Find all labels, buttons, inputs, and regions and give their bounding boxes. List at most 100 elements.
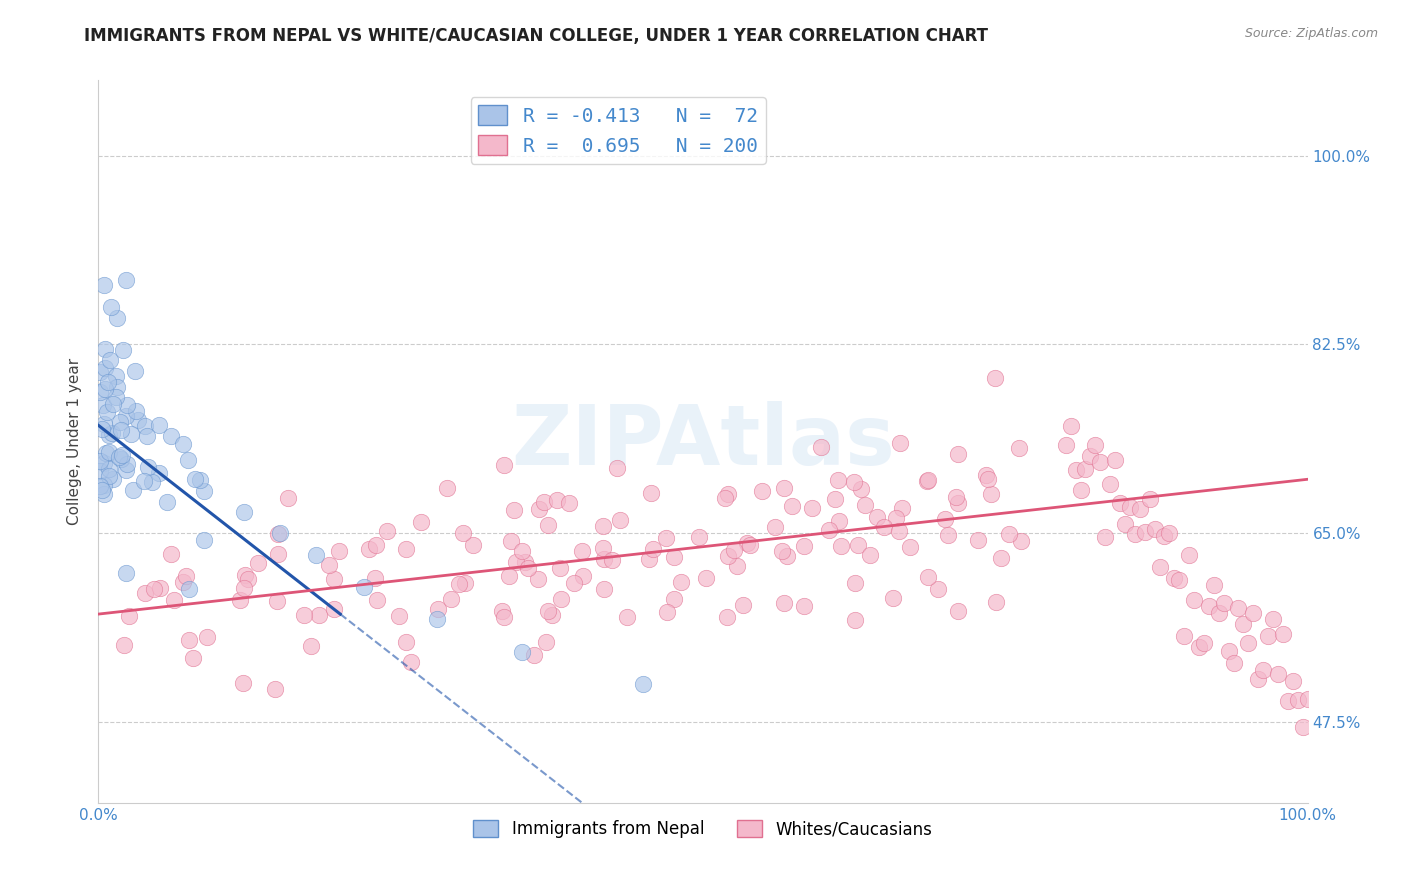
Point xyxy=(592,519,614,533)
Point xyxy=(366,538,388,552)
Point xyxy=(499,534,522,549)
Point xyxy=(174,569,197,583)
Point xyxy=(1139,492,1161,507)
Point xyxy=(505,555,527,569)
Point xyxy=(537,518,560,533)
Point xyxy=(1054,438,1077,452)
Point xyxy=(572,568,595,582)
Point xyxy=(990,550,1012,565)
Point xyxy=(772,596,794,610)
Point xyxy=(135,429,157,443)
Point xyxy=(246,556,269,570)
Point xyxy=(1114,517,1136,532)
Point xyxy=(527,501,550,516)
Point xyxy=(97,376,120,390)
Point xyxy=(97,462,120,476)
Point xyxy=(229,592,252,607)
Point xyxy=(515,555,537,569)
Point xyxy=(1104,453,1126,467)
Point xyxy=(503,503,526,517)
Point xyxy=(853,499,876,513)
Text: Source: ZipAtlas.com: Source: ZipAtlas.com xyxy=(1244,27,1378,40)
Point xyxy=(1198,599,1220,614)
Point xyxy=(534,635,557,649)
Point xyxy=(716,610,738,624)
Point xyxy=(426,612,449,626)
Point xyxy=(101,472,124,486)
Point xyxy=(793,539,815,553)
Point xyxy=(98,445,121,459)
Point xyxy=(179,582,201,596)
Point xyxy=(984,594,1007,608)
Text: ZIPAtlas: ZIPAtlas xyxy=(510,401,896,482)
Point xyxy=(980,487,1002,501)
Point xyxy=(267,547,290,561)
Point xyxy=(110,423,132,437)
Point xyxy=(308,608,330,623)
Point xyxy=(1291,720,1313,734)
Point xyxy=(197,630,219,644)
Point xyxy=(1159,525,1181,540)
Point xyxy=(120,427,142,442)
Point xyxy=(498,569,520,583)
Point xyxy=(830,539,852,553)
Point xyxy=(1080,450,1102,464)
Point xyxy=(917,473,939,487)
Point xyxy=(1008,442,1031,456)
Point xyxy=(89,454,111,468)
Point xyxy=(454,575,477,590)
Point xyxy=(662,549,685,564)
Point xyxy=(657,605,679,619)
Point xyxy=(946,447,969,461)
Point xyxy=(1251,663,1274,677)
Point xyxy=(318,558,340,572)
Point xyxy=(104,390,127,404)
Point xyxy=(851,482,873,496)
Point xyxy=(138,460,160,475)
Point xyxy=(592,582,614,596)
Point xyxy=(723,542,745,557)
Point xyxy=(96,405,118,419)
Point xyxy=(93,487,115,501)
Point xyxy=(1296,691,1319,706)
Point xyxy=(100,300,122,314)
Point xyxy=(269,526,291,541)
Point xyxy=(1143,522,1166,536)
Point xyxy=(114,273,136,287)
Point xyxy=(1133,524,1156,539)
Point xyxy=(172,575,194,590)
Point xyxy=(1227,601,1250,615)
Point xyxy=(844,475,866,490)
Point xyxy=(89,384,111,399)
Point xyxy=(177,633,200,648)
Point xyxy=(688,530,710,544)
Point xyxy=(1010,534,1032,549)
Point xyxy=(533,495,555,509)
Point xyxy=(267,526,290,541)
Point xyxy=(115,566,138,580)
Point xyxy=(917,474,939,488)
Point xyxy=(527,572,550,586)
Point xyxy=(1109,496,1132,510)
Point xyxy=(172,436,194,450)
Point xyxy=(510,543,533,558)
Point xyxy=(1271,627,1294,641)
Point xyxy=(461,538,484,552)
Point xyxy=(998,527,1021,541)
Point xyxy=(124,404,146,418)
Point xyxy=(90,483,112,498)
Point xyxy=(491,604,513,618)
Point xyxy=(1090,455,1112,469)
Point xyxy=(936,528,959,542)
Point xyxy=(112,639,135,653)
Point xyxy=(447,576,470,591)
Point xyxy=(148,418,170,433)
Point xyxy=(142,582,165,596)
Point xyxy=(801,501,824,516)
Point xyxy=(669,575,692,590)
Point xyxy=(149,581,172,595)
Point xyxy=(366,593,388,607)
Point xyxy=(946,604,969,618)
Y-axis label: College, Under 1 year: College, Under 1 year xyxy=(67,358,83,525)
Point xyxy=(1257,629,1279,643)
